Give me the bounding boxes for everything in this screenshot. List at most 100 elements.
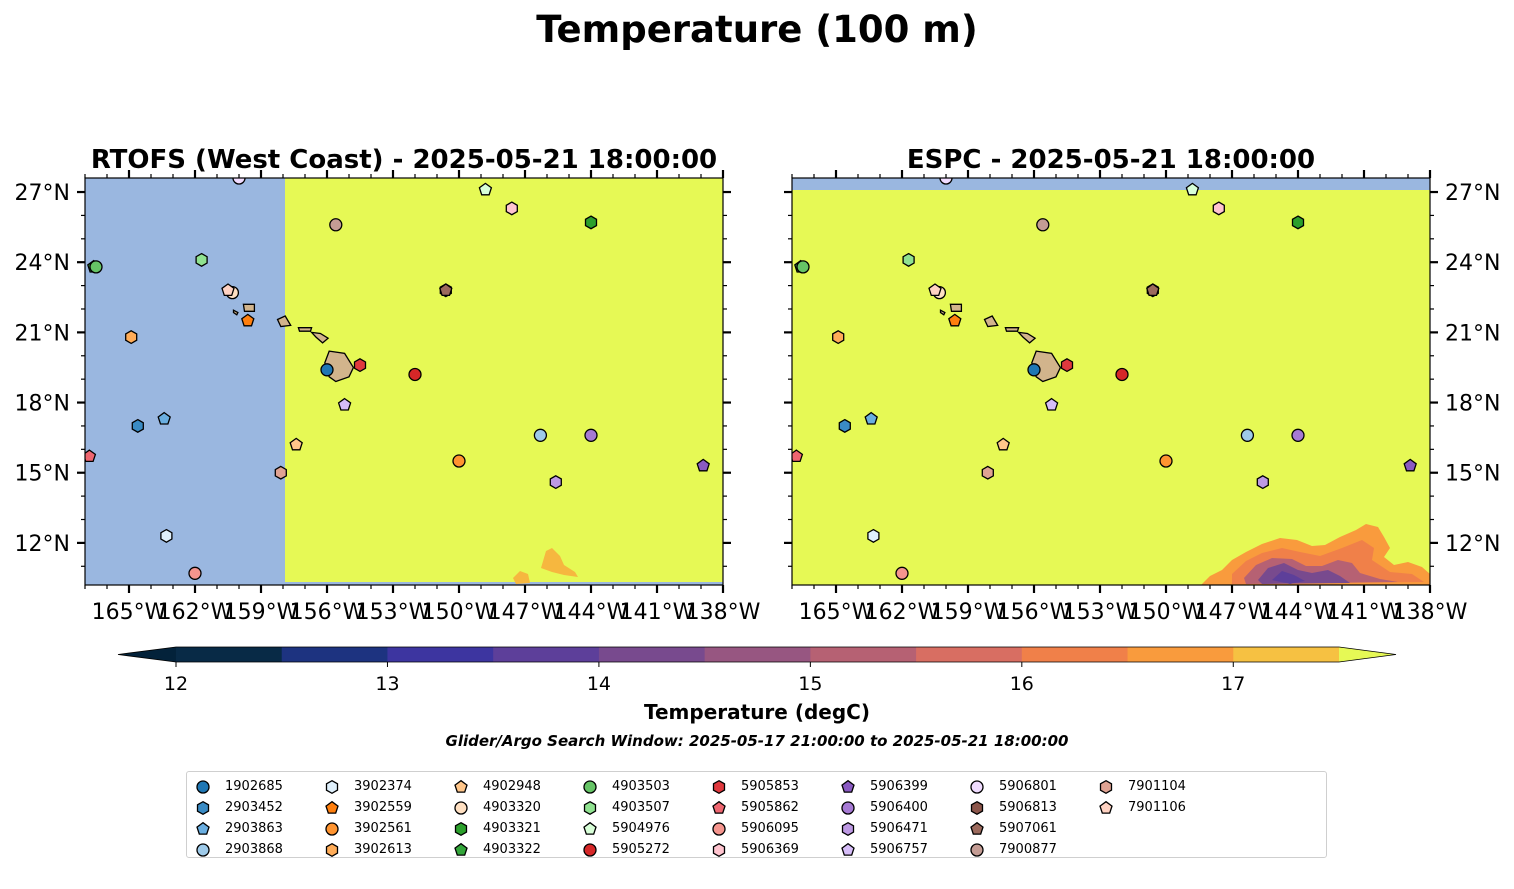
island-niihau — [939, 309, 946, 316]
rtofs-axes: 165°W162°W159°W156°W153°W150°W147°W144°W… — [15, 170, 761, 625]
legend-marker-hexagon-icon — [454, 821, 468, 837]
legend-marker-5904976 — [583, 821, 597, 835]
legend-marker-2903868 — [196, 843, 210, 857]
legend-marker-hexagon-icon — [970, 800, 984, 816]
legend-marker-circle-icon — [970, 780, 984, 794]
colorbar: 12 13 14 15 16 17 — [117, 646, 1397, 695]
colorbar-bin — [1339, 647, 1396, 662]
float-marker-2903452 — [131, 418, 144, 433]
legend-marker-hexagon-icon — [196, 800, 210, 816]
figure-suptitle: Temperature (100 m) — [536, 8, 978, 51]
island-oahu — [983, 315, 999, 328]
legend-label: 5905272 — [612, 842, 670, 857]
legend-marker-hexagon-icon — [841, 821, 855, 837]
legend-marker-5906801 — [970, 780, 984, 794]
legend-label: 5906801 — [999, 779, 1057, 794]
x-tick-label: 138°W — [686, 600, 761, 625]
y-tick-label: 27°N — [1445, 181, 1500, 206]
legend-marker-3902374 — [325, 779, 339, 795]
float-marker-3902561 — [1159, 454, 1173, 468]
float-marker-4902948 — [289, 437, 303, 451]
island-kauai — [242, 303, 256, 312]
legend-marker-4903320 — [454, 801, 468, 815]
rtofs-warm-patches — [513, 548, 578, 584]
legend-marker-3902559 — [325, 800, 339, 814]
colorbar-tick-label: 13 — [375, 673, 399, 695]
float-marker-5905862 — [85, 449, 97, 463]
legend-marker-7901106 — [1099, 800, 1113, 814]
espc-axes: 165°W162°W159°W156°W153°W150°W147°W144°W… — [784, 170, 1500, 625]
legend-marker-5906095 — [712, 822, 726, 836]
legend-label: 2903868 — [225, 842, 283, 857]
x-tick-label: 159°W — [224, 600, 299, 625]
legend-label: 3902613 — [354, 842, 412, 857]
float-marker-5904976 — [1185, 182, 1200, 196]
legend-marker-pentagon-icon — [583, 821, 597, 835]
y-tick-label: 24°N — [15, 251, 70, 276]
legend-marker-hexagon-icon — [325, 779, 339, 795]
legend-marker-pentagon-icon — [841, 779, 855, 793]
float-marker-5906369 — [505, 201, 518, 216]
float-marker-3902613 — [832, 330, 845, 345]
y-tick-label: 18°N — [1445, 392, 1500, 417]
rtofs-frame — [84, 177, 724, 586]
colorbar-bin — [118, 647, 176, 662]
colorbar-tick-label: 16 — [1010, 673, 1034, 695]
legend-marker-5906399 — [841, 779, 855, 793]
espc-temperature-field — [792, 190, 1430, 585]
float-marker-5906400 — [1291, 428, 1305, 442]
legend-marker-pentagon-icon — [454, 779, 468, 793]
float-marker-2903863 — [864, 411, 878, 425]
legend-label: 7901104 — [1128, 779, 1186, 794]
legend-marker-5905272 — [583, 843, 597, 857]
island-maui — [309, 331, 330, 344]
rtofs-islands — [232, 303, 355, 383]
espc-markers — [792, 178, 1417, 580]
legend-marker-pentagon-icon — [841, 842, 855, 856]
legend-label: 5906471 — [870, 821, 928, 836]
legend-label: 3902374 — [354, 779, 412, 794]
float-marker-5906399 — [1403, 458, 1417, 472]
float-marker-2903868 — [1240, 428, 1255, 442]
espc-nodata-region — [792, 178, 1430, 190]
legend-marker-hexagon-icon — [583, 800, 597, 816]
colorbar-tick-label: 17 — [1221, 673, 1245, 695]
legend-label: 5906400 — [870, 800, 928, 815]
float-marker-5904976 — [478, 182, 493, 196]
legend-label: 7900877 — [999, 842, 1057, 857]
island-maui — [1016, 331, 1037, 344]
float-marker-5905272 — [408, 367, 422, 382]
legend-marker-4903322 — [454, 842, 468, 856]
x-tick-label: 147°W — [1195, 600, 1270, 625]
x-tick-label: 165°W — [799, 600, 874, 625]
float-marker-4903503 — [89, 260, 103, 274]
float-marker-5907061 — [439, 283, 453, 297]
x-tick-label: 156°W — [290, 600, 365, 625]
float-marker-7901104 — [981, 465, 994, 480]
legend-marker-5906813 — [970, 800, 984, 816]
legend-label: 5906095 — [741, 821, 799, 836]
legend-marker-4903507 — [583, 800, 597, 816]
legend-label: 2903452 — [225, 800, 283, 815]
legend-label: 5906757 — [870, 842, 928, 857]
x-tick-label: 150°W — [1129, 600, 1204, 625]
legend-marker-hexagon-icon — [1099, 779, 1113, 795]
x-tick-label: 144°W — [554, 600, 629, 625]
legend-marker-pentagon-icon — [454, 842, 468, 856]
colorbar-bin — [176, 647, 283, 662]
float-marker-5906757 — [1044, 397, 1059, 411]
legend-marker-4903321 — [454, 821, 468, 837]
float-marker-3902374 — [867, 528, 880, 543]
legend-label: 5905853 — [741, 779, 799, 794]
x-tick-label: 153°W — [356, 600, 431, 625]
float-marker-5906801 — [232, 178, 246, 185]
panel-rtofs-title: RTOFS (West Coast) - 2025-05-21 18:00:00 — [91, 145, 717, 175]
x-tick-label: 144°W — [1261, 600, 1336, 625]
legend-marker-4902948 — [454, 779, 468, 793]
float-marker-5906400 — [584, 428, 598, 442]
legend-label: 7901106 — [1128, 800, 1186, 815]
legend-marker-5906757 — [841, 842, 855, 856]
legend-label: 4903503 — [612, 779, 670, 794]
legend-label: 5906813 — [999, 800, 1057, 815]
